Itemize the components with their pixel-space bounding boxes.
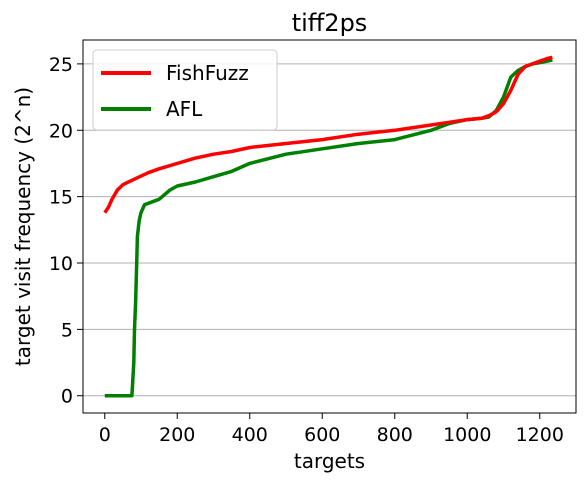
x-tick-label: 1200 [516,424,564,446]
x-axis-label: targets [294,449,365,473]
x-axis-ticks: 0 200 400 600 800 1000 1200 [99,413,564,446]
y-tick-label: 20 [49,120,73,142]
plot-area-frame [82,39,577,414]
legend: FishFuzz AFL [92,49,278,131]
y-axis-label: target visit frequency (2^n) [11,87,35,366]
y-tick-label: 25 [49,54,73,76]
legend-label-fishfuzz: FishFuzz [166,61,249,85]
x-tick-label: 800 [377,424,413,446]
y-axis-ticks: 0 5 10 15 20 25 [49,54,83,408]
x-tick-label: 0 [99,424,111,446]
x-tick-label: 400 [232,424,268,446]
series-lines [103,55,553,398]
y-tick-label: 15 [49,187,73,209]
x-tick-label: 1000 [443,424,491,446]
y-tick-label: 0 [61,386,73,408]
x-tick-label: 600 [304,424,340,446]
series-line-fishfuzz [103,55,553,214]
y-tick-label: 10 [49,253,73,275]
legend-label-afl: AFL [166,97,203,121]
series-line-afl [104,58,553,398]
chart-title: tiff2ps [292,9,368,37]
y-tick-label: 5 [61,319,73,341]
x-tick-label: 200 [159,424,195,446]
